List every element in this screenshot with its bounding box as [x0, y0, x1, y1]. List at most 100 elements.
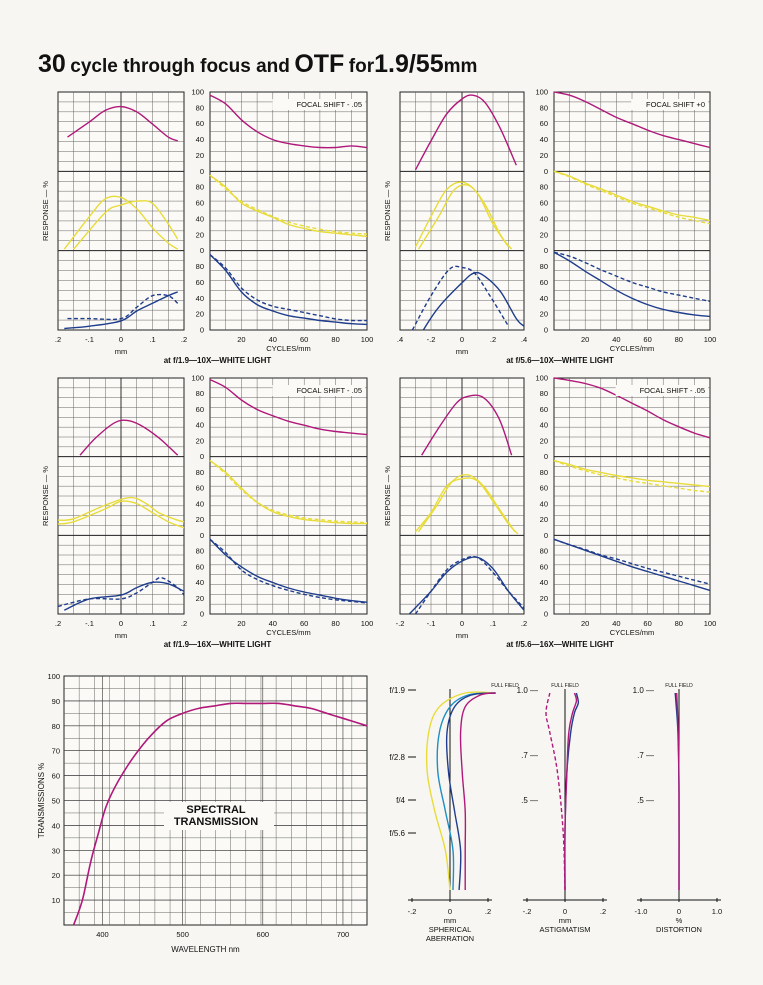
- spectral-ytick-label: 40: [52, 821, 60, 830]
- title-text-1: cycle through focus and: [70, 56, 290, 77]
- g-astig-full-field-label: FULL FIELD: [551, 683, 579, 689]
- mtf-ytick-label: 40: [196, 578, 204, 587]
- mtf-curve-magenta: [553, 91, 711, 149]
- response-axis-label: RESPONSE — %: [383, 181, 392, 241]
- focus-xtick-label: 0: [119, 619, 123, 628]
- mtf-panel-4: FOCAL SHIFT - .05 100 80 60 40 20 0 80 60 40 20 0 80…: [383, 374, 716, 650]
- g-astig-title: ASTIGMATISM: [539, 925, 590, 934]
- spectral-ylabel: TRANSMISSIONS %: [37, 763, 46, 839]
- mtf-xtick-label: 60: [300, 335, 308, 344]
- g-spherical-xtick-label: .2: [485, 907, 491, 916]
- focus-curve-magenta: [414, 94, 517, 171]
- mtf-ytick-label: 0: [200, 531, 204, 540]
- spectral-title-line: SPECTRAL: [186, 804, 246, 816]
- mtf-xtick-label: 80: [331, 335, 339, 344]
- focal-shift-label: FOCAL SHIFT +0: [646, 100, 705, 109]
- g-astig-xtick-label: 0: [563, 907, 567, 916]
- focus-xtick-label: .1: [149, 335, 155, 344]
- mtf-ytick-label: 60: [196, 278, 204, 287]
- g-spherical-xlabel: mm: [444, 916, 457, 925]
- focus-xtick-label: .2: [521, 619, 527, 628]
- mtf-ytick-label: 20: [196, 230, 204, 239]
- mtf-panel-2: FOCAL SHIFT +0 100 80 60 40 20 0 80 60 40 20 0 80 60 4…: [383, 88, 716, 366]
- response-axis-label: RESPONSE — %: [383, 466, 392, 526]
- g-spherical-curve-cyan: [436, 692, 496, 891]
- spectral-title: SPECTRAL TRANSMISSION: [174, 804, 258, 828]
- mtf-xlabel: CYCLES/mm: [610, 344, 655, 353]
- mtf-ytick-label: 0: [200, 452, 204, 461]
- mtf-ytick-label: 60: [196, 119, 204, 128]
- mtf-panel-3: FOCAL SHIFT - .05 100 80 60 40 20 0 80 60 40 20 0 80…: [41, 374, 373, 650]
- mtf-ytick-label: 60: [540, 484, 548, 493]
- focus-curve-blue: [422, 271, 525, 331]
- field-height-label: 1.0 —: [633, 686, 654, 695]
- g-distort-xlabel: %: [676, 916, 683, 925]
- mtf-xtick-label: 100: [704, 619, 717, 628]
- mtf-ytick-label: 80: [540, 262, 548, 271]
- page-title: 30 cycle through focus and OTF for1.9/55…: [38, 50, 477, 79]
- focus-xtick-label: .2: [490, 335, 496, 344]
- mtf-ytick-label: 40: [540, 214, 548, 223]
- mtf-ytick-label: 60: [540, 562, 548, 571]
- focal-shift-label: FOCAL SHIFT - .05: [297, 100, 362, 109]
- spectral-ytick-label: 80: [52, 722, 60, 731]
- mtf-ytick-label: 40: [540, 578, 548, 587]
- focus-curve-yellow: [73, 200, 179, 250]
- mtf-ytick-label: 40: [196, 499, 204, 508]
- focal-shift-bg: [615, 385, 708, 396]
- mtf-panels: FOCAL SHIFT - .05 100 80 60 40 20 0 80 60 40 20 0 80…: [41, 88, 716, 650]
- focus-curve-yellow: [418, 473, 516, 533]
- mtf-ytick-label: 40: [540, 294, 548, 303]
- focus-xtick-label: -.1: [427, 619, 436, 628]
- f-number-label: f/4: [396, 796, 405, 805]
- mtf-ytick-label: 80: [196, 389, 204, 398]
- mtf-ytick-label: 0: [544, 246, 548, 255]
- mtf-ytick-label: 20: [196, 594, 204, 603]
- focus-xtick-label: 0: [460, 335, 464, 344]
- mtf-grid: FOCAL SHIFT - .05: [209, 91, 368, 331]
- mtf-ytick-label: 40: [196, 214, 204, 223]
- mtf-curve-yellow-dashed: [209, 174, 368, 235]
- mtf-ytick-label: 60: [196, 562, 204, 571]
- spectral-transmission-curve: [72, 702, 368, 926]
- mtf-ytick-label: 80: [196, 262, 204, 271]
- mtf-xtick-label: 60: [643, 619, 651, 628]
- mtf-ytick-label: 40: [196, 135, 204, 144]
- spectral-title-line: TRANSMISSION: [174, 816, 258, 828]
- mtf-ytick-label: 20: [196, 310, 204, 319]
- g-spherical-curve-blue: [445, 692, 496, 891]
- mtf-ytick-label: 80: [540, 547, 548, 556]
- mtf-curve-yellow: [209, 460, 368, 525]
- mtf-xtick-label: 60: [643, 335, 651, 344]
- f-number-label: f/1.9: [389, 686, 405, 695]
- mtf-xtick-label: 20: [237, 335, 245, 344]
- g-spherical-full-field-label: FULL FIELD: [491, 683, 519, 689]
- mtf-ytick-label: 100: [191, 88, 204, 97]
- focus-xtick-label: .2: [55, 335, 61, 344]
- g-distort-xtick-label: -1.0: [635, 907, 648, 916]
- spectral-xtick-label: 700: [337, 930, 350, 939]
- title-number: 30: [38, 50, 66, 78]
- focus-xtick-label: .1: [490, 619, 496, 628]
- mtf-xtick-label: 40: [612, 619, 620, 628]
- mtf-ytick-label: 60: [540, 119, 548, 128]
- spectral-title-bg: [164, 802, 274, 830]
- mtf-ytick-label: 60: [540, 278, 548, 287]
- mtf-ytick-label: 60: [540, 405, 548, 414]
- mtf-ytick-label: 0: [544, 167, 548, 176]
- mtf-xtick-label: 60: [300, 619, 308, 628]
- g-astig-curve-blue: [564, 692, 580, 891]
- mtf-ytick-label: 80: [196, 103, 204, 112]
- mtf-ytick-label: 60: [196, 484, 204, 493]
- mtf-xtick-label: 100: [361, 619, 374, 628]
- focus-xtick-label: -.2: [396, 619, 405, 628]
- focal-shift-label: FOCAL SHIFT - .05: [297, 386, 362, 395]
- focus-curve-blue-dashed: [414, 555, 525, 615]
- field-height-label: 1.0 —: [517, 686, 538, 695]
- mtf-ytick-label: 80: [196, 468, 204, 477]
- spectral-xlabel: WAVELENGTH nm: [171, 945, 240, 954]
- field-height-label: .7 —: [637, 751, 654, 760]
- mtf-ytick-label: 20: [540, 310, 548, 319]
- g-distort-xtick-label: 0: [677, 907, 681, 916]
